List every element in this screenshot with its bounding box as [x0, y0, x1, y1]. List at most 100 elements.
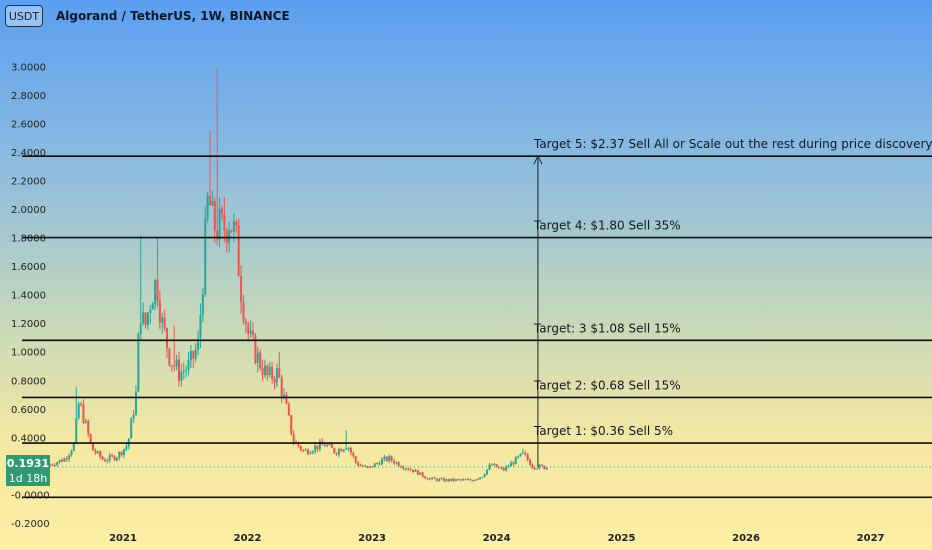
candle-body	[223, 214, 226, 232]
candle-body	[364, 466, 367, 468]
candle-body	[287, 403, 290, 415]
y-tick-label: 1.2000	[11, 319, 46, 330]
candle-body	[228, 229, 231, 243]
candle-body	[371, 466, 374, 468]
candle-body	[187, 360, 190, 371]
candle-body	[175, 359, 178, 367]
candle-body	[514, 456, 517, 465]
candle-body	[328, 443, 331, 445]
candle-body	[445, 479, 448, 482]
candle-body	[464, 479, 467, 481]
currency-chip[interactable]: USDT	[5, 5, 43, 27]
candle-body	[151, 304, 154, 310]
candle-body	[240, 276, 243, 302]
y-tick-label: 2.4000	[11, 148, 46, 159]
candle-body	[53, 464, 56, 466]
candle-body	[158, 300, 161, 323]
candle-body	[302, 449, 305, 451]
candle-body	[206, 195, 209, 219]
candle-body	[204, 218, 207, 295]
candle-body	[49, 464, 51, 466]
bar-countdown: 1d 18h	[8, 472, 48, 485]
candle-body	[347, 448, 350, 450]
candle-body	[498, 467, 501, 469]
candle-body	[361, 465, 364, 467]
candle-body	[58, 459, 61, 463]
candle-body	[142, 312, 145, 324]
candle-body	[416, 470, 419, 475]
candle-body	[237, 225, 240, 277]
candle-body	[84, 420, 87, 423]
candle-body	[443, 478, 446, 482]
candle-body	[132, 414, 135, 419]
candle-body	[82, 404, 85, 423]
candle-body	[125, 446, 128, 450]
candle-body	[280, 377, 283, 397]
candle-body	[349, 448, 352, 453]
candle-body	[509, 462, 512, 467]
candle-body	[180, 371, 183, 381]
target-annotation: Target 1: $0.36 Sell 5%	[533, 424, 673, 438]
candle-body	[51, 464, 54, 466]
y-tick-label: 1.4000	[11, 291, 46, 302]
candle-body	[526, 454, 529, 460]
candle-body	[340, 449, 343, 452]
candle-body	[232, 221, 235, 232]
candle-body	[400, 466, 403, 468]
candle-body	[488, 464, 491, 470]
candle-body	[354, 456, 357, 463]
candle-body	[476, 478, 479, 480]
candle-body	[290, 414, 293, 434]
target-annotation: Target 2: $0.68 Sell 15%	[533, 378, 681, 392]
candle-body	[108, 455, 111, 461]
candle-body	[337, 449, 340, 455]
candle-body	[249, 330, 252, 334]
candle-body	[507, 466, 510, 468]
candle-body	[486, 469, 489, 475]
candle-body	[268, 366, 271, 375]
chart-title: Algorand / TetherUS, 1W, BINANCE	[56, 9, 290, 23]
candle-body	[182, 370, 185, 372]
candle-body	[161, 317, 164, 323]
y-tick-label: 3.0000	[11, 62, 46, 73]
candle-body	[194, 349, 197, 359]
candle-body	[471, 480, 474, 482]
candle-body	[216, 230, 219, 240]
y-tick-label: 0.6000	[11, 405, 46, 416]
candle-body	[543, 465, 546, 470]
candle-body	[433, 477, 436, 479]
candle-body	[335, 452, 338, 455]
x-tick-label: 2024	[483, 533, 511, 544]
candle-body	[316, 445, 319, 450]
candle-body	[517, 456, 520, 458]
candle-body	[230, 229, 233, 232]
candle-body	[130, 418, 133, 439]
candle-body	[376, 463, 379, 465]
candle-body	[505, 466, 508, 471]
candle-body	[383, 456, 386, 459]
candle-body	[438, 478, 441, 481]
candle-body	[297, 442, 300, 447]
candle-body	[502, 468, 505, 471]
candle-body	[283, 394, 286, 397]
candle-body	[357, 462, 360, 466]
candle-body	[538, 464, 541, 469]
candle-body	[531, 465, 534, 468]
candle-body	[209, 195, 212, 206]
y-tick-label: 2.0000	[11, 205, 46, 216]
candle-body	[421, 472, 424, 477]
candle-body	[462, 479, 465, 481]
x-tick-label: 2021	[109, 533, 137, 544]
candle-body	[273, 379, 276, 383]
candle-body	[185, 370, 188, 372]
candle-body	[252, 330, 255, 336]
candle-body	[431, 477, 434, 479]
candle-body	[521, 452, 524, 454]
candle-body	[397, 462, 400, 467]
candle-body	[192, 351, 195, 359]
candle-body	[91, 443, 94, 451]
candle-body	[103, 459, 106, 462]
candle-body	[533, 467, 536, 469]
target-annotation: Target 5: $2.37 Sell All or Scale out th…	[533, 137, 932, 151]
